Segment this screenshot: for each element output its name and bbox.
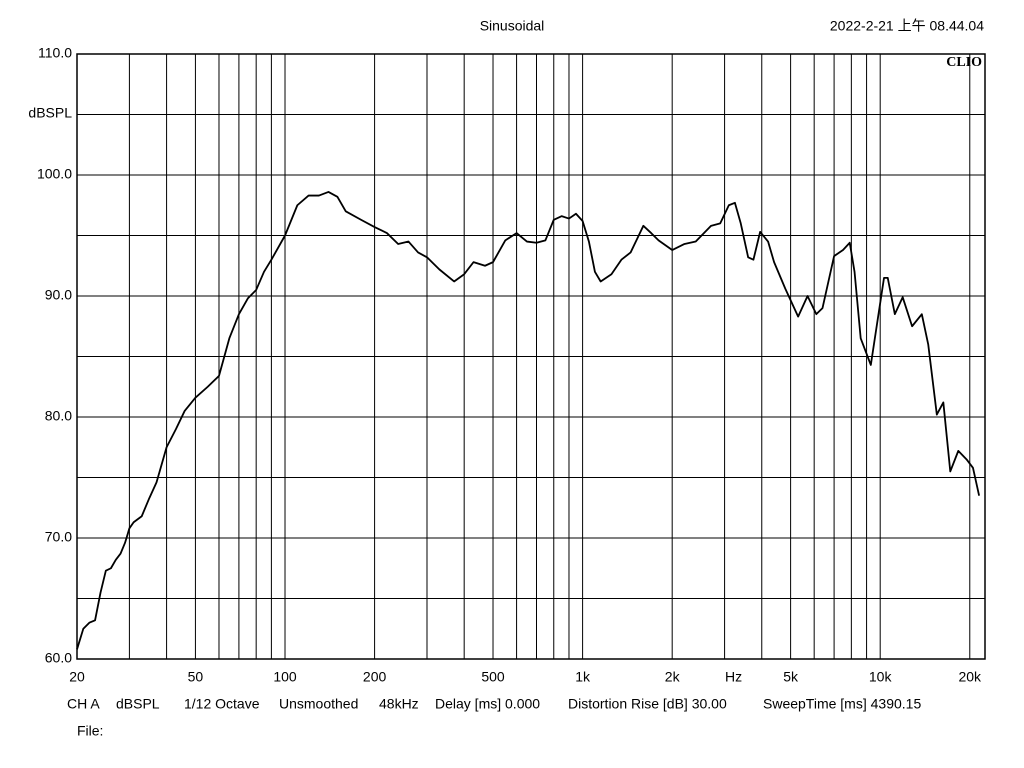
- x-tick-label: 20k: [958, 669, 982, 685]
- response-curve: [76, 191, 980, 650]
- x-tick-label: 1k: [575, 669, 591, 685]
- x-tick-label: 100: [273, 669, 297, 685]
- x-tick-label: 20: [69, 669, 85, 685]
- footer-info: Delay [ms] 0.000: [435, 696, 540, 712]
- y-tick-label: 80.0: [45, 408, 72, 424]
- x-tick-label: 5k: [783, 669, 799, 685]
- footer-info: dBSPL: [116, 696, 160, 712]
- y-tick-label: 70.0: [45, 529, 72, 545]
- x-tick-label: 500: [481, 669, 505, 685]
- y-tick-label: 60.0: [45, 650, 72, 666]
- footer-info: CH A: [67, 696, 100, 712]
- plot-border: [76, 53, 986, 660]
- file-label: File:: [77, 723, 103, 739]
- timestamp: 2022-2-21 上午 08.44.04: [830, 18, 984, 34]
- y-tick-label: 90.0: [45, 287, 72, 303]
- x-axis-label: Hz: [725, 669, 742, 685]
- brand: CLIO: [946, 55, 982, 70]
- x-tick-label: 50: [188, 669, 204, 685]
- footer-info: 48kHz: [379, 696, 419, 712]
- y-axis-label: dBSPL: [28, 105, 72, 121]
- chart-title: Sinusoidal: [480, 18, 545, 34]
- x-tick-label: 10k: [869, 669, 893, 685]
- footer-info: SweepTime [ms] 4390.15: [763, 696, 921, 712]
- footer-info: Unsmoothed: [279, 696, 358, 712]
- footer-info: 1/12 Octave: [184, 696, 260, 712]
- x-tick-label: 200: [363, 669, 387, 685]
- footer-info: Distortion Rise [dB] 30.00: [568, 696, 727, 712]
- y-tick-label: 100.0: [37, 166, 72, 182]
- y-tick-label: 110.0: [38, 45, 72, 61]
- x-tick-label: 2k: [665, 669, 681, 685]
